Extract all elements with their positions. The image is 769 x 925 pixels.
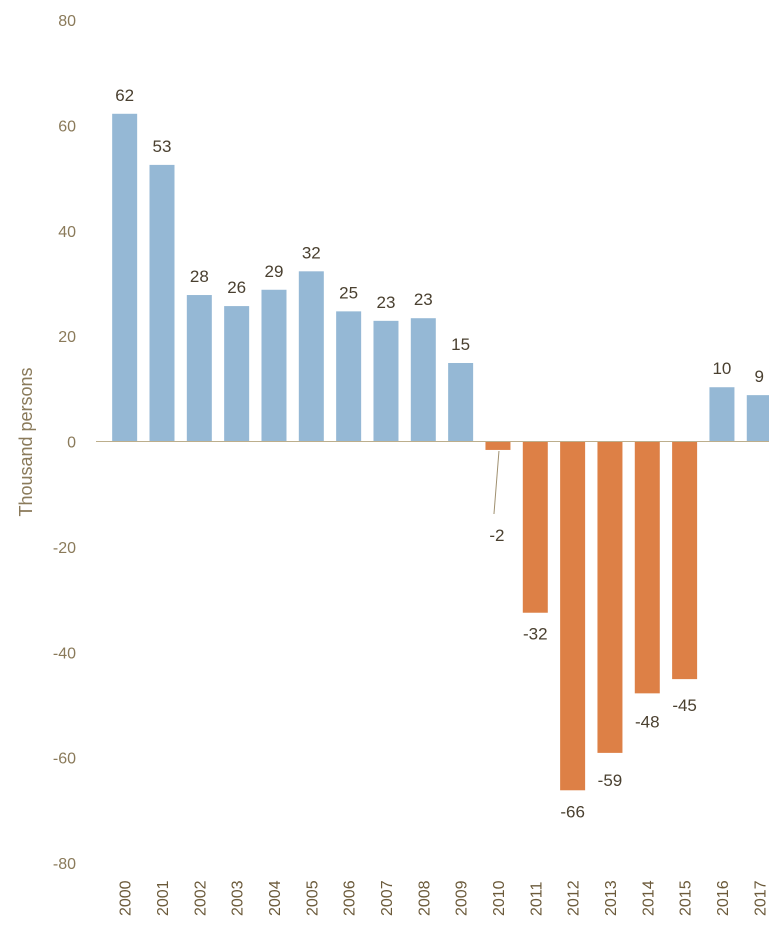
bar-2007 [373,320,399,442]
data-label-2002: 28 [190,267,209,286]
data-label-2001: 53 [153,137,172,156]
bar-2006 [336,311,362,442]
x-tick-label: 2006 [342,880,359,916]
bar-2003 [224,306,250,442]
data-label-2004: 29 [265,262,284,281]
data-label-2013: -59 [598,771,623,790]
x-tick-label: 2012 [566,880,583,916]
y-tick-label: -60 [53,751,76,768]
data-label-2009: 15 [451,335,470,354]
y-axis-ticks: 80 60 40 20 0 -20 -40 -60 -80 [53,13,76,873]
x-tick-label: 2014 [640,880,657,916]
bar-2014 [634,441,660,694]
x-tick-label: 2015 [678,880,695,916]
data-label-2007: 23 [377,293,396,312]
data-label-2015: -45 [672,696,697,715]
x-tick-label: 2016 [715,880,732,916]
x-tick-label: 2008 [416,880,433,916]
data-label-2000: 62 [115,86,134,105]
x-tick-label: 2000 [118,880,135,916]
y-tick-label: 60 [58,118,76,135]
x-tick-label: 2011 [528,881,545,916]
bar-2001 [149,164,175,442]
bar-2016 [709,387,735,442]
data-label-2016: 10 [712,359,731,378]
data-labels: 62 53 28 26 29 32 25 23 23 15 -2 -32 -66 -59 -48 -45 10 9 [115,86,764,822]
y-tick-label: 0 [67,435,76,452]
y-tick-label: 20 [58,329,76,346]
y-tick-label: -20 [53,540,76,557]
bar-2002 [186,295,212,442]
bars [112,113,769,791]
bar-2015 [672,441,698,680]
data-label-2012: -66 [560,802,585,821]
x-tick-label: 2004 [267,880,284,916]
bar-2004 [261,289,287,442]
bar-2008 [410,318,436,442]
x-tick-label: 2005 [304,880,321,916]
x-tick-label: 2001 [155,880,172,916]
data-label-2010: -2 [489,526,504,545]
x-tick-label: 2002 [192,880,209,916]
data-label-2006: 25 [339,283,358,302]
leader-line [493,450,500,515]
bar-2011 [522,441,548,613]
y-tick-label: -40 [53,645,76,662]
x-tick-label: 2009 [454,880,471,916]
x-tick-label: 2010 [491,880,508,916]
y-tick-label: -80 [53,856,76,873]
data-label-2003: 26 [227,278,246,297]
bar-2005 [298,271,324,442]
y-tick-label: 80 [58,13,76,30]
bar-2000 [112,113,138,442]
y-tick-label: 40 [58,224,76,241]
bar-2012 [560,441,586,791]
y-axis-label: Thousand persons [16,367,36,516]
bar-2017 [746,395,769,442]
data-label-2008: 23 [414,290,433,309]
x-tick-label: 2017 [752,880,769,916]
data-label-2014: -48 [635,712,660,731]
x-tick-label: 2003 [230,880,247,916]
data-label-2017: 9 [755,367,764,386]
data-label-2005: 32 [302,243,321,262]
data-label-2011: -32 [523,625,548,644]
x-tick-label: 2013 [603,880,620,916]
x-axis-ticks: 2000 2001 2002 2003 2004 2005 2006 2007 2008 2009… [118,880,769,916]
x-tick-label: 2007 [379,880,396,916]
bar-2009 [448,362,474,442]
bar-2010 [485,441,511,450]
bar-2013 [597,441,623,753]
